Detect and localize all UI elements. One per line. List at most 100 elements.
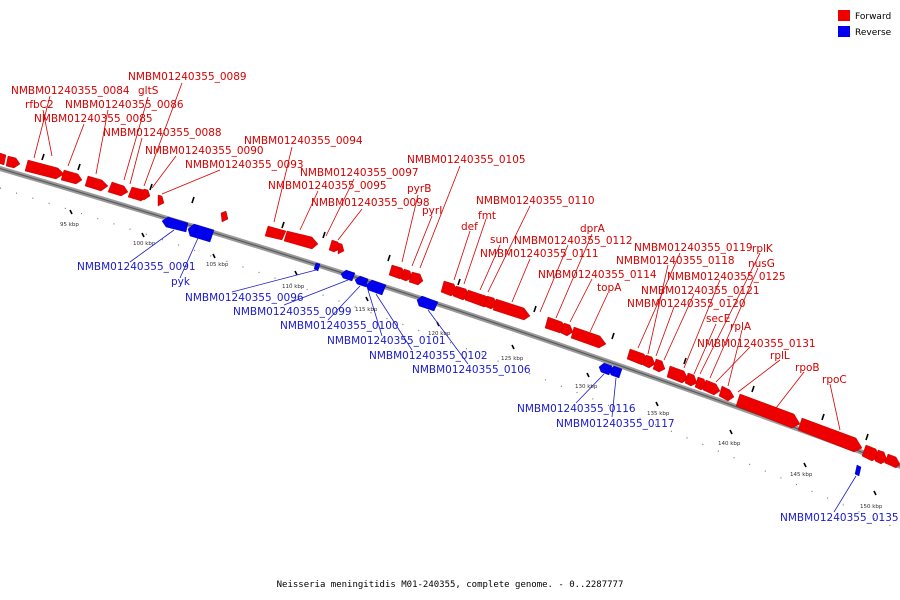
forward-gene-arrow [84,175,109,192]
forward-labels: NMBM01240355_0084 rfbC2 NMBM01240355_008… [11,71,847,386]
forward-gene-arrow [157,194,165,207]
reverse-gene-arrow [598,362,613,376]
forward-gene-arrow [797,417,863,453]
gene-label: NMBM01240355_0095 [268,180,387,192]
legend-label-reverse: Reverse [855,28,892,38]
gene-label: NMBM01240355_0111 [480,248,599,260]
gene-label: NMBM01240355_0135 [780,512,899,524]
gene-label: NMBM01240355_0099 [233,306,352,318]
gene-label: rpoC [822,374,847,386]
map-caption: Neisseria meningitidis M01-240355, compl… [277,580,624,590]
reverse-leader-lines [129,229,857,513]
genome-backbone [0,165,900,469]
forward-gene-arrow [408,271,424,286]
gene-label: NMBM01240355_0106 [412,364,531,376]
gene-label: def [461,221,478,233]
tick-label: 130 kbp [575,384,598,390]
gene-label: topA [597,282,622,294]
gene-label: rfbC2 [25,99,54,111]
gene-label: NMBM01240355_0101 [327,335,446,347]
gene-label: NMBM01240355_0097 [300,167,419,179]
tick-label: 115 kbp [355,307,378,313]
tick-label: 95 kbp [60,222,79,228]
forward-leader-lines [33,82,841,431]
forward-gene-arrow [702,379,721,396]
gene-label: NMBM01240355_0096 [185,292,304,304]
reverse-genes [161,216,862,477]
gene-label: NMBM01240355_0112 [514,235,633,247]
forward-gene-arrow [884,453,900,469]
forward-gene-arrow [718,385,735,402]
forward-gene-arrow [642,354,656,369]
reverse-gene-arrow [313,262,321,272]
gene-label: NMBM01240355_0117 [556,418,675,430]
gene-label: sun [490,234,509,246]
tick-label: 150 kbp [860,504,883,510]
forward-gene-arrow [328,239,341,253]
tick-label: 140 kbp [718,441,741,447]
gene-label: NMBM01240355_0125 [667,271,786,283]
gene-label: rpoB [795,362,820,374]
gene-label: NMBM01240355_0131 [697,338,816,350]
forward-gene-arrow [666,365,689,384]
reverse-gene-arrow [187,223,215,243]
gene-label: NMBM01240355_0120 [627,298,746,310]
forward-gene-arrow [337,242,345,255]
gene-label: fmt [478,210,496,222]
gene-label: NMBM01240355_0091 [77,261,196,273]
tick-label: 120 kbp [428,331,451,337]
gene-label: NMBM01240355_0098 [311,197,430,209]
forward-gene-arrow [0,152,7,166]
forward-gene-arrow [492,298,531,321]
reverse-gene-arrow [365,279,387,296]
gene-label: rplA [730,321,752,333]
reverse-gene-arrow [854,464,862,477]
forward-gene-arrow [684,372,698,387]
forward-gene-arrow [874,449,888,465]
gene-label: NMBM01240355_0090 [145,145,264,157]
tick-label: 100 kbp [133,241,156,247]
reverse-gene-arrow [161,216,189,233]
tick-labels: 95 kbp 100 kbp 105 kbp 110 kbp 115 kbp 1… [60,222,883,510]
forward-gene-arrow [652,358,666,373]
forward-gene-arrow [570,326,607,349]
gene-label: pyrI [422,205,442,217]
tick-label: 105 kbp [206,262,229,268]
gene-label: NMBM01240355_0119 [634,242,753,254]
forward-genes [0,152,900,469]
gene-label: pyk [171,276,191,288]
forward-gene-arrow [735,393,801,429]
reverse-labels: NMBM01240355_0091 pyk NMBM01240355_0096 … [77,261,899,524]
tick-label: 125 kbp [501,356,524,362]
tick-label: 145 kbp [790,472,813,478]
gene-label: NMBM01240355_0100 [280,320,399,332]
forward-gene-arrow [220,210,229,223]
gene-label: NMBM01240355_0121 [641,285,760,297]
forward-gene-arrow [560,322,574,337]
gene-label: gltS [138,85,159,97]
reverse-gene-arrow [416,295,439,312]
gene-label: NMBM01240355_0088 [103,127,222,139]
gene-label: NMBM01240355_0110 [476,195,595,207]
reverse-gene-arrow [354,275,369,288]
gene-label: NMBM01240355_0089 [128,71,247,83]
forward-gene-arrow [264,225,287,241]
gene-label: NMBM01240355_0118 [616,255,735,267]
forward-gene-arrow [139,188,151,201]
forward-gene-arrow [107,181,129,197]
tick-label: 110 kbp [282,284,305,290]
forward-gene-arrow [283,230,319,250]
gene-label: pyrB [407,183,431,195]
gene-label: NMBM01240355_0084 [11,85,130,97]
forward-gene-arrow [5,155,21,169]
gene-label: NMBM01240355_0085 [34,113,153,125]
forward-gene-arrow [24,159,65,180]
legend-label-forward: Forward [855,12,891,22]
reverse-gene-arrow [340,269,356,282]
tick-label: 135 kbp [647,411,670,417]
gene-label: NMBM01240355_0094 [244,135,363,147]
reverse-gene-arrow [608,365,623,379]
legend-swatch-forward [838,10,850,21]
gene-label: NMBM01240355_0086 [65,99,184,111]
